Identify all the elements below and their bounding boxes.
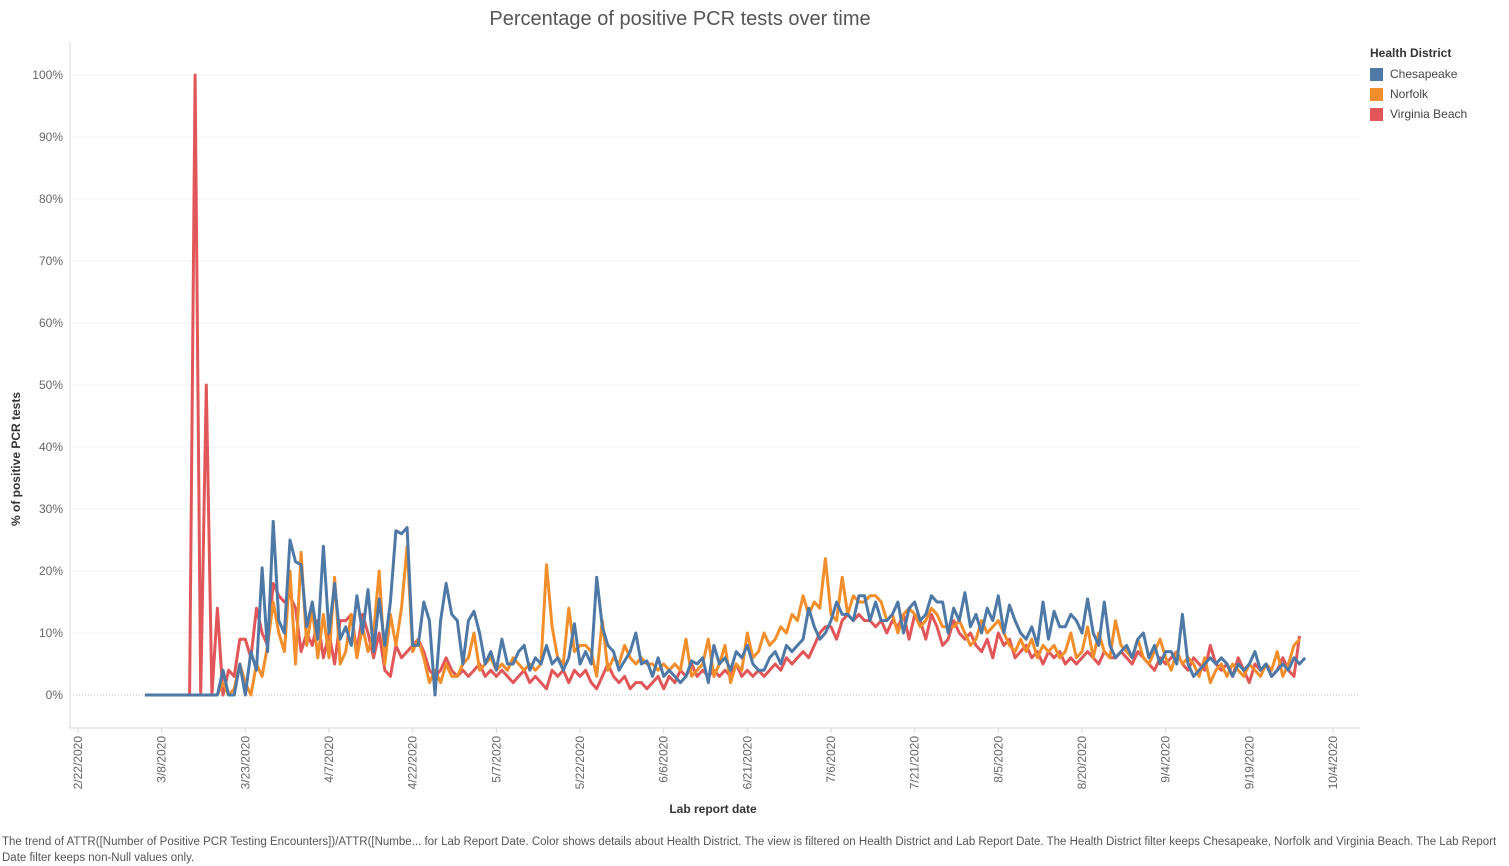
- y-tick-label: 80%: [39, 192, 63, 206]
- legend-item-norfolk[interactable]: Norfolk: [1370, 84, 1467, 104]
- x-tick-label: 7/6/2020: [824, 736, 838, 783]
- series-line-chesapeake: [144, 519, 1307, 697]
- x-tick-label: 8/5/2020: [991, 736, 1005, 783]
- legend-label: Virginia Beach: [1390, 107, 1468, 121]
- series-line-norfolk: [216, 544, 1301, 697]
- x-tick-label: 9/4/2020: [1159, 736, 1173, 783]
- x-tick-label: 8/20/2020: [1075, 736, 1089, 790]
- x-tick-label: 5/22/2020: [573, 736, 587, 790]
- x-tick-label: 3/8/2020: [155, 736, 169, 783]
- y-axis-title: % of positive PCR tests: [9, 392, 23, 526]
- legend: Health District Chesapeake Norfolk Virgi…: [1370, 46, 1467, 124]
- x-tick-label: 6/21/2020: [740, 736, 754, 790]
- legend-item-chesapeake[interactable]: Chesapeake: [1370, 64, 1467, 84]
- legend-swatch: [1370, 67, 1383, 81]
- x-tick-label: 9/19/2020: [1242, 736, 1256, 790]
- chart-title: Percentage of positive PCR tests over ti…: [489, 8, 871, 30]
- x-tick-label: 3/23/2020: [238, 736, 252, 790]
- gridlines: [70, 74, 1360, 696]
- x-tick-label: 5/7/2020: [489, 736, 503, 783]
- y-tick-label: 10%: [39, 626, 63, 640]
- x-tick-label: 4/7/2020: [322, 736, 336, 783]
- x-tick-label: 10/4/2020: [1326, 736, 1340, 790]
- y-tick-label: 90%: [39, 130, 63, 144]
- x-tick-label: 4/22/2020: [406, 736, 420, 790]
- y-tick-label: 40%: [39, 440, 63, 454]
- legend-swatch: [1370, 107, 1383, 121]
- series-line-virginia-beach: [144, 73, 1301, 697]
- legend-title: Health District: [1370, 46, 1452, 60]
- axes: 0% 10% 20% 30% 40% 50% 60% 70% 80% 90% 100% 2/22/20…: [9, 42, 1360, 816]
- x-axis-title: Lab report date: [669, 802, 757, 816]
- y-tick-label: 60%: [39, 316, 63, 330]
- y-tick-label: 70%: [39, 254, 63, 268]
- y-tick-label: 30%: [39, 502, 63, 516]
- x-tick-label: 7/21/2020: [908, 736, 922, 790]
- legend-label: Chesapeake: [1390, 67, 1458, 81]
- y-tick-label: 20%: [39, 564, 63, 578]
- x-tick-label: 6/6/2020: [657, 736, 671, 783]
- y-tick-label: 0%: [46, 688, 64, 702]
- legend-label: Norfolk: [1390, 87, 1429, 101]
- y-tick-label: 100%: [32, 68, 63, 82]
- x-tick-label: 2/22/2020: [71, 736, 85, 790]
- legend-item-virginia-beach[interactable]: Virginia Beach: [1370, 104, 1467, 124]
- y-tick-label: 50%: [39, 378, 63, 392]
- series-lines: [144, 73, 1307, 697]
- caption: The trend of ATTR([Number of Positive PC…: [2, 836, 1497, 864]
- legend-swatch: [1370, 87, 1383, 101]
